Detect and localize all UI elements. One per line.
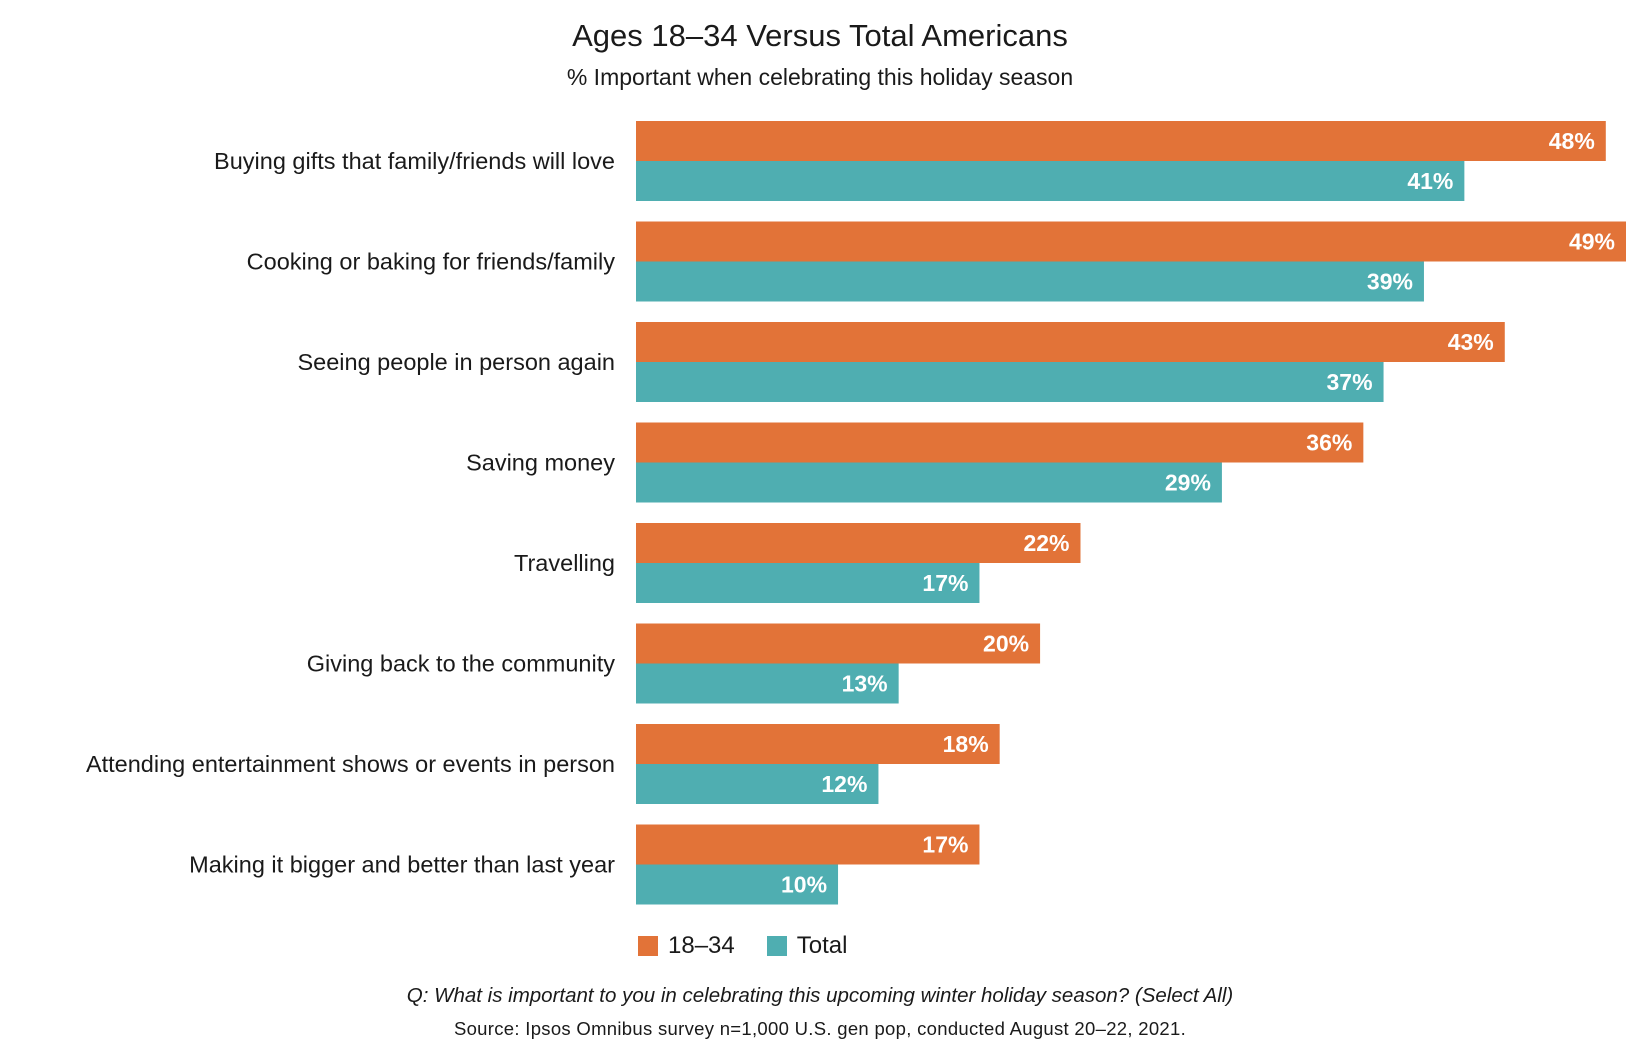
data-label-total-6: 13% bbox=[842, 671, 888, 697]
category-label-giving-back-to-the-community: Giving back to the community bbox=[307, 651, 615, 677]
bar-18-34-1 bbox=[636, 121, 1606, 161]
category-label-saving-money: Saving money bbox=[466, 450, 615, 476]
data-label-total-1: 41% bbox=[1407, 168, 1453, 194]
bar-total-6 bbox=[636, 663, 899, 704]
data-label-total-3: 37% bbox=[1327, 369, 1373, 395]
source-note: Source: Ipsos Omnibus survey n=1,000 U.S… bbox=[453, 1018, 1187, 1039]
legend-label-18-34: 18–34 bbox=[668, 932, 735, 959]
bar-total-3 bbox=[636, 362, 1384, 402]
data-label-total-7: 12% bbox=[821, 771, 867, 797]
data-label-18-34-4: 36% bbox=[1306, 430, 1352, 456]
bar-total-1 bbox=[636, 161, 1465, 201]
data-label-18-34-1: 48% bbox=[1549, 128, 1595, 154]
data-label-total-2: 39% bbox=[1367, 269, 1413, 295]
data-label-18-34-7: 18% bbox=[943, 731, 989, 757]
bar-total-5 bbox=[636, 563, 980, 603]
data-label-total-8: 10% bbox=[781, 872, 827, 898]
legend-label-total: Total bbox=[796, 932, 848, 959]
chart-title: Ages 18–34 Versus Total Americans bbox=[572, 18, 1068, 53]
bar-chart: Buying gifts that family/friends will lo… bbox=[86, 121, 1626, 905]
bar-total-2 bbox=[636, 261, 1424, 302]
data-label-total-4: 29% bbox=[1165, 470, 1211, 496]
bar-18-34-6 bbox=[636, 623, 1041, 664]
legend-swatch-total bbox=[766, 936, 787, 956]
legend: 18–34 Total bbox=[638, 932, 879, 960]
bar-18-34-5 bbox=[636, 523, 1081, 563]
category-label-buying-gifts-that-family-friends-will-love: Buying gifts that family/friends will lo… bbox=[214, 148, 615, 174]
category-label-travelling: Travelling bbox=[514, 550, 615, 576]
data-label-18-34-6: 20% bbox=[983, 631, 1029, 657]
legend-item-18-34: 18–34 bbox=[638, 932, 735, 960]
bar-18-34-4 bbox=[636, 422, 1364, 463]
chart-subtitle: % Important when celebrating this holida… bbox=[566, 64, 1074, 90]
bar-total-4 bbox=[636, 462, 1222, 503]
bar-total-8 bbox=[636, 864, 839, 905]
data-label-18-34-2: 49% bbox=[1569, 229, 1615, 255]
category-label-cooking-or-baking-for-friends-family: Cooking or baking for friends/family bbox=[247, 249, 616, 275]
data-label-total-5: 17% bbox=[922, 570, 968, 596]
survey-question: Q: What is important to you in celebrati… bbox=[406, 984, 1234, 1007]
data-label-18-34-3: 43% bbox=[1448, 329, 1494, 355]
legend-swatch-18-34 bbox=[638, 936, 658, 956]
bar-18-34-7 bbox=[636, 724, 1000, 764]
bar-total-7 bbox=[636, 764, 879, 804]
bar-18-34-3 bbox=[636, 322, 1505, 362]
bar-18-34-8 bbox=[636, 824, 980, 865]
category-label-seeing-people-in-person-again: Seeing people in person again bbox=[297, 349, 615, 375]
legend-item-total: Total bbox=[766, 932, 848, 960]
category-label-attending-entertainment-shows-or-events-in-person: Attending entertainment shows or events … bbox=[86, 751, 615, 777]
data-label-18-34-8: 17% bbox=[922, 832, 968, 858]
category-label-making-it-bigger-and-better-than-last-year: Making it bigger and better than last ye… bbox=[189, 852, 615, 878]
bar-18-34-2 bbox=[636, 221, 1626, 262]
data-label-18-34-5: 22% bbox=[1023, 530, 1069, 556]
